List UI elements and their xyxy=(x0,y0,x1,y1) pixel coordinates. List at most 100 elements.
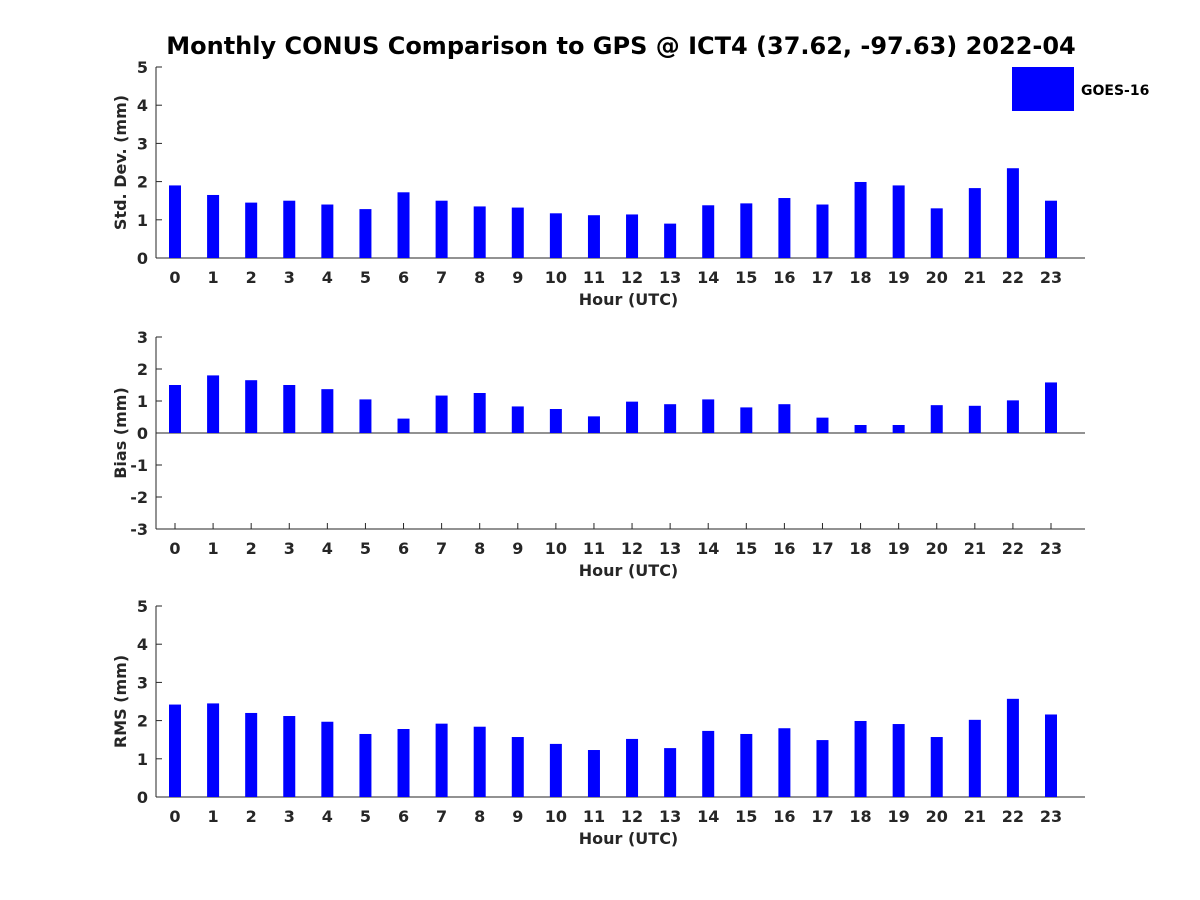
x-tick-label: 10 xyxy=(545,539,567,558)
bar xyxy=(359,733,372,797)
bar xyxy=(397,418,410,433)
x-tick-label: 13 xyxy=(659,268,681,287)
y-tick-label: 1 xyxy=(137,211,148,230)
x-tick-label: 2 xyxy=(246,807,257,826)
x-tick-label: 20 xyxy=(926,807,948,826)
bar xyxy=(816,204,829,258)
bar xyxy=(169,185,181,258)
bar xyxy=(359,399,372,433)
bar xyxy=(1006,698,1019,797)
x-tick-label: 6 xyxy=(398,807,409,826)
bar xyxy=(207,375,220,433)
x-tick-label: 21 xyxy=(964,539,986,558)
bar xyxy=(321,721,334,797)
x-tick-label: 17 xyxy=(811,807,833,826)
y-tick-label: -2 xyxy=(130,488,148,507)
x-tick-label: 4 xyxy=(322,807,333,826)
bar xyxy=(549,743,562,797)
x-tick-label: 5 xyxy=(360,539,371,558)
bar xyxy=(816,417,829,433)
legend-swatch xyxy=(1012,67,1074,111)
bar xyxy=(1045,200,1057,258)
y-axis-label: RMS (mm) xyxy=(111,655,130,748)
x-tick-label: 7 xyxy=(436,807,447,826)
x-tick-label: 21 xyxy=(964,807,986,826)
bar xyxy=(207,703,220,797)
x-tick-label: 17 xyxy=(811,268,833,287)
y-tick-label: 0 xyxy=(137,788,148,807)
x-tick-label: 15 xyxy=(735,807,757,826)
bar xyxy=(587,750,600,797)
y-tick-label: 0 xyxy=(137,424,148,443)
bar xyxy=(968,188,981,258)
x-tick-label: 9 xyxy=(512,539,523,558)
x-tick-label: 19 xyxy=(888,807,910,826)
bar xyxy=(664,404,677,433)
x-tick-label: 12 xyxy=(621,539,643,558)
bar xyxy=(626,738,639,797)
bar xyxy=(435,723,448,797)
x-tick-label: 16 xyxy=(773,807,795,826)
x-tick-label: 21 xyxy=(964,268,986,287)
bar xyxy=(435,395,448,433)
x-tick-label: 11 xyxy=(583,268,605,287)
x-tick-label: 9 xyxy=(512,807,523,826)
bar xyxy=(702,730,715,797)
x-tick-label: 18 xyxy=(849,807,871,826)
bar xyxy=(930,737,943,797)
x-tick-label: 12 xyxy=(621,807,643,826)
bar xyxy=(740,203,753,258)
x-tick-label: 8 xyxy=(474,268,485,287)
x-tick-label: 12 xyxy=(621,268,643,287)
x-tick-label: 14 xyxy=(697,807,719,826)
x-tick-label: 7 xyxy=(436,268,447,287)
y-tick-label: 2 xyxy=(137,173,148,192)
x-tick-label: 7 xyxy=(436,539,447,558)
x-tick-label: 11 xyxy=(583,539,605,558)
x-tick-label: 5 xyxy=(360,807,371,826)
bar xyxy=(930,208,943,258)
bar xyxy=(397,729,410,797)
x-tick-label: 1 xyxy=(208,268,219,287)
bar xyxy=(169,704,181,797)
x-tick-label: 17 xyxy=(811,539,833,558)
y-tick-label: 2 xyxy=(137,360,148,379)
bar xyxy=(473,206,486,258)
y-tick-label: 3 xyxy=(137,673,148,692)
x-tick-label: 13 xyxy=(659,539,681,558)
x-tick-label: 1 xyxy=(208,807,219,826)
x-tick-label: 5 xyxy=(360,268,371,287)
bar xyxy=(664,748,677,797)
x-tick-label: 6 xyxy=(398,539,409,558)
x-tick-label: 3 xyxy=(284,539,295,558)
x-tick-label: 16 xyxy=(773,539,795,558)
x-tick-label: 13 xyxy=(659,807,681,826)
bar xyxy=(359,209,372,258)
bar xyxy=(511,406,524,433)
bar xyxy=(930,405,943,433)
x-tick-label: 23 xyxy=(1040,268,1062,287)
bar xyxy=(778,198,791,258)
bar xyxy=(549,409,562,433)
x-axis-label: Hour (UTC) xyxy=(579,561,679,580)
x-axis-label: Hour (UTC) xyxy=(579,829,679,848)
bar xyxy=(778,728,791,797)
bar xyxy=(854,181,867,258)
x-tick-label: 10 xyxy=(545,807,567,826)
x-tick-label: 2 xyxy=(246,268,257,287)
bar xyxy=(740,733,753,797)
y-axis-label: Bias (mm) xyxy=(111,387,130,479)
bar xyxy=(283,385,296,433)
x-tick-label: 8 xyxy=(474,807,485,826)
y-tick-label: -3 xyxy=(130,520,148,539)
x-tick-label: 3 xyxy=(284,807,295,826)
bar xyxy=(702,205,715,258)
y-tick-label: 1 xyxy=(137,750,148,769)
x-tick-label: 2 xyxy=(246,539,257,558)
bar xyxy=(892,425,905,433)
x-tick-label: 15 xyxy=(735,539,757,558)
